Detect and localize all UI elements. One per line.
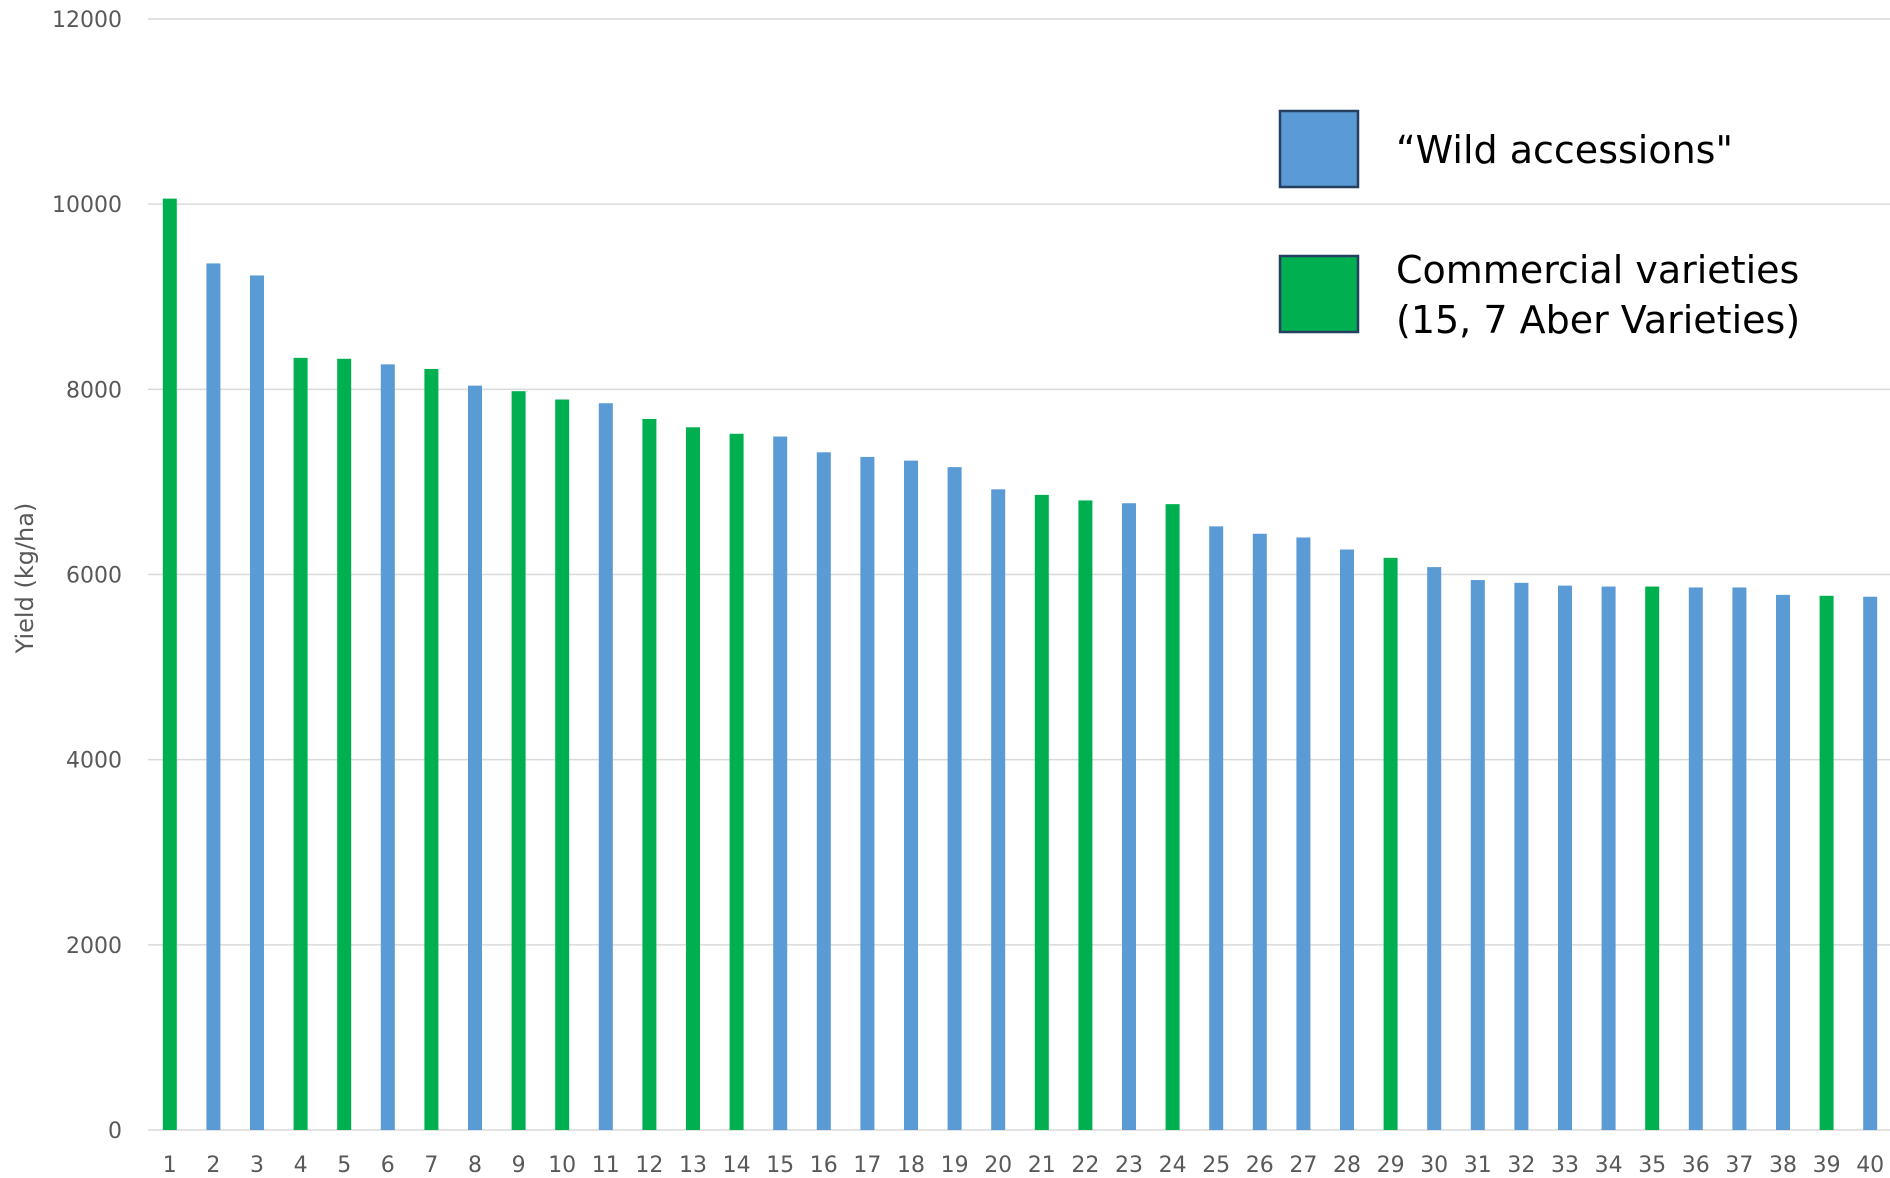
bar-27 <box>1296 537 1311 1130</box>
bar-17 <box>860 456 875 1130</box>
x-tick-label: 5 <box>337 1153 351 1178</box>
bar-39 <box>1819 595 1834 1130</box>
bar-5 <box>337 358 352 1130</box>
x-tick-label: 32 <box>1507 1153 1535 1178</box>
bar-8 <box>468 385 482 1130</box>
x-tick-label: 26 <box>1246 1153 1274 1178</box>
x-tick-label: 12 <box>635 1153 663 1178</box>
y-tick-label: 12000 <box>52 8 122 33</box>
y-tick-label: 8000 <box>66 378 122 403</box>
x-tick-label: 8 <box>468 1153 482 1178</box>
gridlines <box>148 18 1890 1131</box>
bar-3 <box>250 275 264 1131</box>
bar-19 <box>947 467 962 1131</box>
x-tick-label: 23 <box>1115 1153 1143 1178</box>
x-tick-label: 18 <box>897 1153 925 1178</box>
bar-7 <box>424 368 439 1131</box>
x-tick-label: 17 <box>853 1153 881 1178</box>
x-tick-label: 33 <box>1551 1153 1579 1178</box>
bar-38 <box>1776 594 1790 1130</box>
x-tick-label: 39 <box>1813 1153 1841 1178</box>
bar-35 <box>1645 586 1660 1130</box>
bar-9 <box>511 391 526 1130</box>
y-axis-tick-labels: 0 2000 4000 6000 8000 10000 12000 <box>52 8 122 1144</box>
x-tick-label: 35 <box>1638 1153 1666 1178</box>
bar-33 <box>1558 585 1572 1130</box>
x-tick-label: 2 <box>206 1153 220 1178</box>
x-tick-label: 16 <box>810 1153 838 1178</box>
legend-label-commercial: Commercial varieties <box>1396 248 1799 292</box>
x-tick-label: 27 <box>1289 1153 1317 1178</box>
legend-label-wild: “Wild accessions" <box>1396 128 1733 172</box>
bar-20 <box>991 489 1006 1130</box>
x-tick-label: 40 <box>1856 1153 1884 1178</box>
bar-12 <box>642 418 657 1131</box>
x-tick-label: 24 <box>1159 1153 1187 1178</box>
x-tick-label: 3 <box>250 1153 264 1178</box>
bar-36 <box>1688 587 1703 1130</box>
x-tick-label: 21 <box>1028 1153 1056 1178</box>
x-tick-label: 36 <box>1682 1153 1710 1178</box>
x-axis-tick-labels: 1 2 3 4 5 6 7 8 9 10 11 12 13 14 15 16 17 18 19 20 21 22 23 24 2… <box>163 1153 1884 1178</box>
bar-25 <box>1209 526 1224 1130</box>
y-axis-title: Yield (kg/ha) <box>11 503 39 655</box>
y-tick-label: 2000 <box>66 934 122 959</box>
bar-16 <box>816 452 831 1130</box>
legend-swatch-wild <box>1278 109 1360 189</box>
x-tick-label: 6 <box>381 1153 395 1178</box>
bar-32 <box>1514 582 1529 1130</box>
x-tick-label: 19 <box>941 1153 969 1178</box>
bar-28 <box>1340 549 1354 1130</box>
bar-31 <box>1470 580 1485 1130</box>
bar-21 <box>1034 494 1049 1130</box>
x-tick-label: 20 <box>984 1153 1012 1178</box>
bar-30 <box>1427 567 1442 1130</box>
y-tick-label: 0 <box>108 1119 122 1144</box>
x-tick-label: 4 <box>294 1153 308 1178</box>
x-tick-label: 38 <box>1769 1153 1797 1178</box>
legend: “Wild accessions" Commercial varieties (15… <box>1278 109 1800 342</box>
bar-10 <box>555 399 570 1130</box>
bars <box>162 198 1878 1131</box>
x-tick-label: 14 <box>723 1153 751 1178</box>
x-tick-label: 1 <box>163 1153 177 1178</box>
bar-37 <box>1732 587 1747 1130</box>
x-tick-label: 13 <box>679 1153 707 1178</box>
x-tick-label: 25 <box>1202 1153 1230 1178</box>
x-tick-label: 15 <box>766 1153 794 1178</box>
x-tick-label: 28 <box>1333 1153 1361 1178</box>
bar-40 <box>1863 596 1878 1130</box>
x-tick-label: 22 <box>1071 1153 1099 1178</box>
x-tick-label: 34 <box>1595 1153 1623 1178</box>
x-tick-label: 7 <box>424 1153 438 1178</box>
bar-13 <box>686 427 700 1130</box>
bar-22 <box>1078 500 1093 1130</box>
y-tick-label: 4000 <box>66 749 122 774</box>
bar-34 <box>1601 586 1616 1130</box>
bar-26 <box>1252 533 1267 1130</box>
x-tick-label: 29 <box>1377 1153 1405 1178</box>
bar-11 <box>598 403 613 1131</box>
bar-23 <box>1122 503 1136 1131</box>
y-tick-label: 10000 <box>52 193 122 218</box>
bar-14 <box>729 433 744 1130</box>
x-tick-label: 37 <box>1725 1153 1753 1178</box>
legend-swatch-commercial <box>1278 254 1360 334</box>
y-tick-label: 6000 <box>66 564 122 589</box>
bar-2 <box>206 263 221 1130</box>
bar-4 <box>293 357 308 1130</box>
bar-24 <box>1165 504 1180 1130</box>
bar-18 <box>904 460 918 1130</box>
bar-1 <box>162 198 177 1131</box>
x-tick-label: 11 <box>592 1153 620 1178</box>
legend-label-commercial: (15, 7 Aber Varieties) <box>1396 298 1800 342</box>
x-tick-label: 30 <box>1420 1153 1448 1178</box>
x-tick-label: 31 <box>1464 1153 1492 1178</box>
bar-29 <box>1383 557 1398 1130</box>
bar-15 <box>773 436 788 1130</box>
x-tick-label: 9 <box>512 1153 526 1178</box>
bar-6 <box>380 364 395 1131</box>
x-tick-label: 10 <box>548 1153 576 1178</box>
